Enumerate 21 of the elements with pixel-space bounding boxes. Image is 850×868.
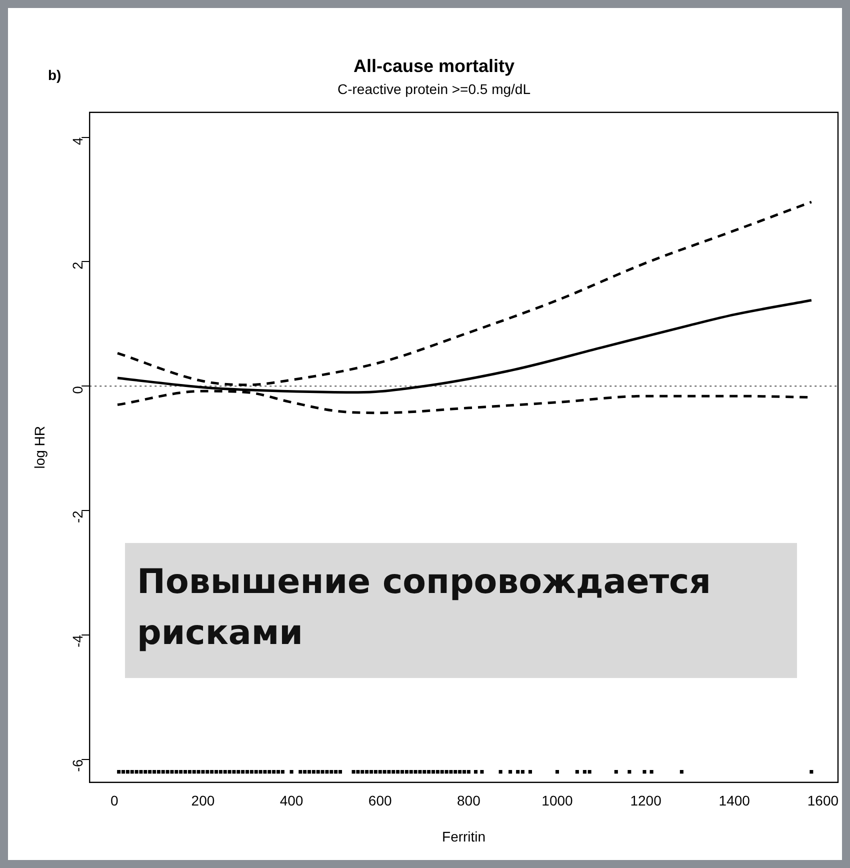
chart-subtitle: C-reactive protein >=0.5 mg/dL — [338, 80, 531, 97]
y-tick-label: 4 — [69, 137, 86, 146]
x-tick-label: 1000 — [542, 792, 574, 809]
y-axis-title: log HR — [31, 426, 48, 469]
y-tick-label: 2 — [69, 262, 86, 270]
y-tick-label: -6 — [69, 759, 86, 772]
y-tick-label: -2 — [69, 510, 86, 523]
x-axis-title: Ferritin — [442, 828, 486, 844]
annotation: Повышение сопровождается рисками — [125, 543, 797, 678]
x-tick-label: 1600 — [807, 792, 839, 809]
y-tick-label: 0 — [69, 386, 86, 394]
x-tick-label: 400 — [280, 792, 304, 809]
x-tick-label: 0 — [110, 792, 118, 809]
text: b) — [48, 67, 62, 83]
y-tick-label: -4 — [69, 634, 86, 648]
x-tick-label: 600 — [368, 792, 392, 809]
x-tick-label: 1400 — [718, 792, 750, 809]
x-tick-label: 1200 — [630, 792, 662, 809]
chart-title: All-cause mortality — [353, 56, 515, 76]
x-tick-label: 200 — [191, 792, 215, 809]
x-tick-label: 800 — [456, 792, 481, 809]
